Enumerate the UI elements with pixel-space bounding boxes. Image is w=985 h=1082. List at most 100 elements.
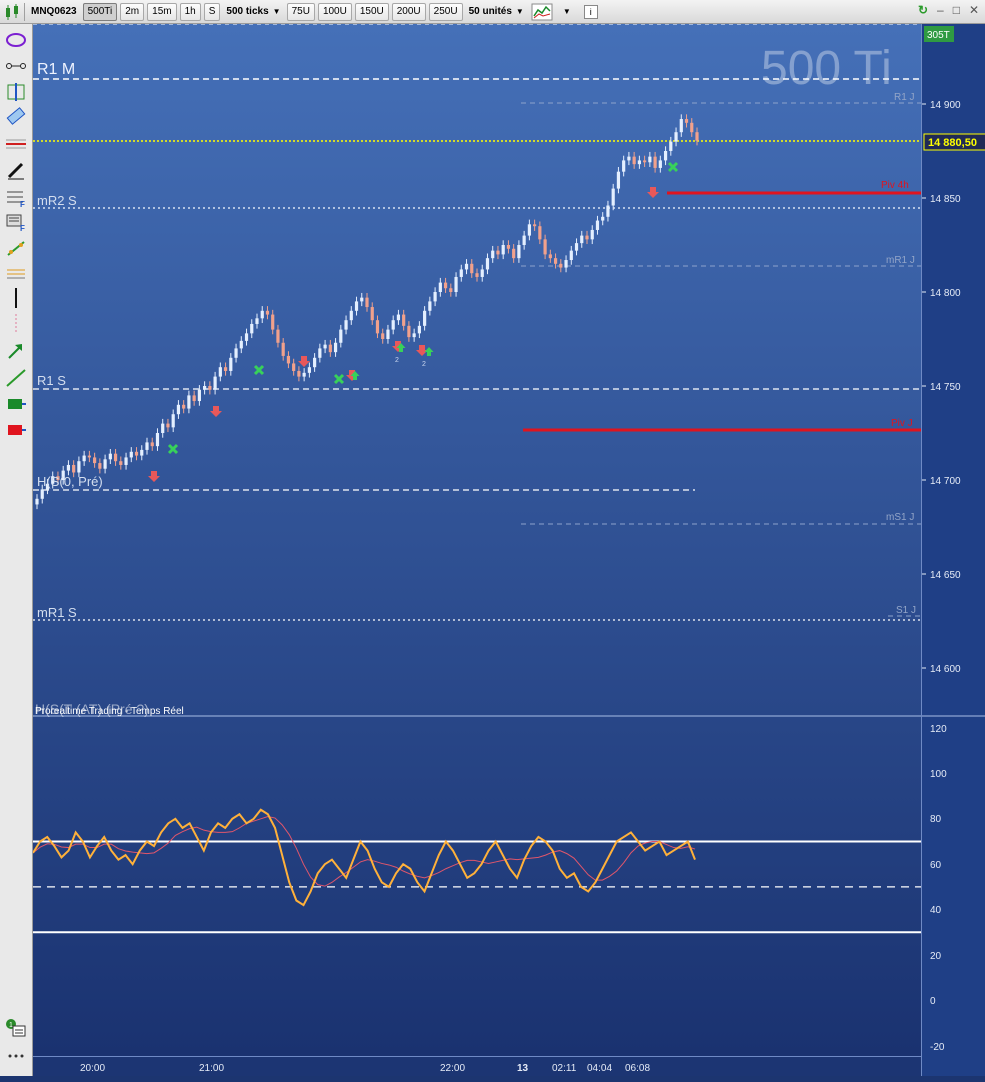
symbol-label: MNQ0623 <box>31 6 77 17</box>
time-axis[interactable]: 20:00 21:00 22:00 13 02:11 04:04 06:08 <box>33 1056 921 1076</box>
candle-body <box>297 370 301 377</box>
units-dropdown[interactable]: 50 unités ▼ <box>466 3 527 21</box>
horizontal-line-icon[interactable] <box>5 134 27 154</box>
candle-body <box>218 367 222 377</box>
candle-body <box>265 310 270 315</box>
vertical-dotted-line-icon[interactable] <box>5 314 27 334</box>
chart-style-dropdown[interactable]: ▼ <box>556 3 574 21</box>
tick-250u-button[interactable]: 250U <box>428 2 463 21</box>
candle-body <box>679 119 683 133</box>
trend-channel-icon[interactable] <box>5 238 27 258</box>
candle-body <box>61 470 65 480</box>
candle-body <box>517 245 521 259</box>
ruler-tool-icon[interactable] <box>5 106 27 126</box>
sell-signal-arrow <box>416 345 428 356</box>
sell-order-icon[interactable] <box>5 420 27 440</box>
candle-body <box>197 389 201 402</box>
fibonacci-extension-icon[interactable]: F <box>5 212 27 233</box>
time-label: 06:08 <box>625 1063 650 1074</box>
timeframe-2m-button[interactable]: 2m <box>120 2 145 21</box>
units-dropdown-label: 50 unités <box>468 6 512 17</box>
fan-tool-icon[interactable] <box>5 262 27 282</box>
candle-body <box>229 357 233 371</box>
candle-body <box>140 449 144 456</box>
candle-body <box>360 297 364 302</box>
candle-body <box>669 141 673 151</box>
chart-area[interactable]: 500 Ti R1 M mR2 S R1 S H(S(0, Pré) mR1 S… <box>32 23 921 1056</box>
close-icon[interactable]: ✕ <box>968 3 979 17</box>
info-icon[interactable]: i <box>583 4 598 19</box>
candle-body <box>402 314 406 326</box>
minimize-icon[interactable]: – <box>937 3 944 17</box>
pencil-icon[interactable] <box>5 160 27 180</box>
price-tick: 14 850 <box>930 194 961 205</box>
vertical-line-icon[interactable] <box>5 288 27 308</box>
candle-body <box>590 229 594 240</box>
candle-body <box>354 301 359 311</box>
price-tick: 14 600 <box>930 664 961 675</box>
trendline-icon[interactable] <box>5 368 27 388</box>
buy-signal-arrow <box>350 371 360 380</box>
candle-body <box>501 245 505 255</box>
indicator-signal-line <box>32 816 696 887</box>
level-label-pivj: Piv J <box>891 418 913 429</box>
ticks-dropdown[interactable]: 500 ticks ▼ <box>223 3 283 21</box>
refresh-icon[interactable]: ↻ <box>917 3 928 17</box>
candle-body <box>522 235 526 245</box>
candle-body <box>438 282 442 292</box>
time-label: 22:00 <box>440 1063 465 1074</box>
toolbar-divider <box>24 2 25 21</box>
timeframe-label: 500Ti <box>87 6 113 17</box>
segment-tool-icon[interactable] <box>5 56 27 76</box>
timeframe-label: 15m <box>152 6 172 17</box>
fibonacci-retracement-icon[interactable]: F <box>5 188 27 209</box>
price-axis[interactable]: 305T 14 900 14 850 14 800 14 750 14 700 … <box>921 24 985 1076</box>
timeframe-15m-button[interactable]: 15m <box>147 2 177 21</box>
candle-body <box>82 455 86 462</box>
buy-order-icon[interactable] <box>5 394 27 414</box>
candle-body <box>208 386 212 390</box>
candlestick-icon[interactable] <box>4 3 20 21</box>
candle-body <box>475 273 479 277</box>
candle-body <box>512 248 516 259</box>
sell-signal-arrow <box>148 471 160 482</box>
timeframe-1h-button[interactable]: 1h <box>179 2 201 21</box>
top-toolbar: MNQ0623 500Ti 2m 15m 1h S 500 ticks ▼ 75U… <box>0 0 985 24</box>
sell-signal-arrow <box>210 406 222 417</box>
price-chart[interactable]: 500 Ti R1 M mR2 S R1 S H(S(0, Pré) mR1 S… <box>32 23 921 1056</box>
tick-100u-button[interactable]: 100U <box>317 2 352 21</box>
arrow-tool-icon[interactable] <box>5 342 27 362</box>
candle-body <box>585 235 589 240</box>
timeframe-label: 2m <box>125 6 140 17</box>
candle-body <box>663 151 668 161</box>
ellipse-tool-icon[interactable] <box>5 30 27 50</box>
candle-body <box>580 235 584 244</box>
tick-75u-button[interactable]: 75U <box>286 2 315 21</box>
candle-body <box>103 459 107 469</box>
chevron-down-icon: ▼ <box>515 7 524 16</box>
candle-body <box>260 310 264 319</box>
indicator-tick: 80 <box>930 814 942 825</box>
candle-body <box>553 258 558 264</box>
time-label: 13 <box>517 1063 529 1074</box>
last-price-badge <box>923 133 985 151</box>
candle-body <box>674 132 678 142</box>
toolbar-settings-icon[interactable]: 1 <box>5 1018 27 1038</box>
drawing-toolbar: F F 1 <box>0 24 33 1076</box>
tick-200u-button[interactable]: 200U <box>391 2 426 21</box>
maximize-icon[interactable]: □ <box>952 3 960 17</box>
timeframe-500ti-button[interactable]: 500Ti <box>82 2 118 21</box>
candle-body <box>187 395 191 409</box>
level-label-mr2s: mR2 S <box>37 193 77 208</box>
tick-counter: 305T <box>927 30 950 41</box>
candle-body <box>307 367 311 373</box>
chart-style-icon[interactable] <box>531 3 553 21</box>
indicator-tick: 0 <box>930 996 936 1007</box>
vertical-range-icon[interactable] <box>5 82 27 102</box>
tick-150u-button[interactable]: 150U <box>354 2 389 21</box>
symbol-selector[interactable]: MNQ0623 <box>28 3 80 21</box>
toolbar-more-icon[interactable] <box>5 1044 27 1064</box>
candle-body <box>51 476 55 484</box>
candle-body <box>627 156 631 161</box>
timeframe-s-button[interactable]: S <box>203 2 221 21</box>
